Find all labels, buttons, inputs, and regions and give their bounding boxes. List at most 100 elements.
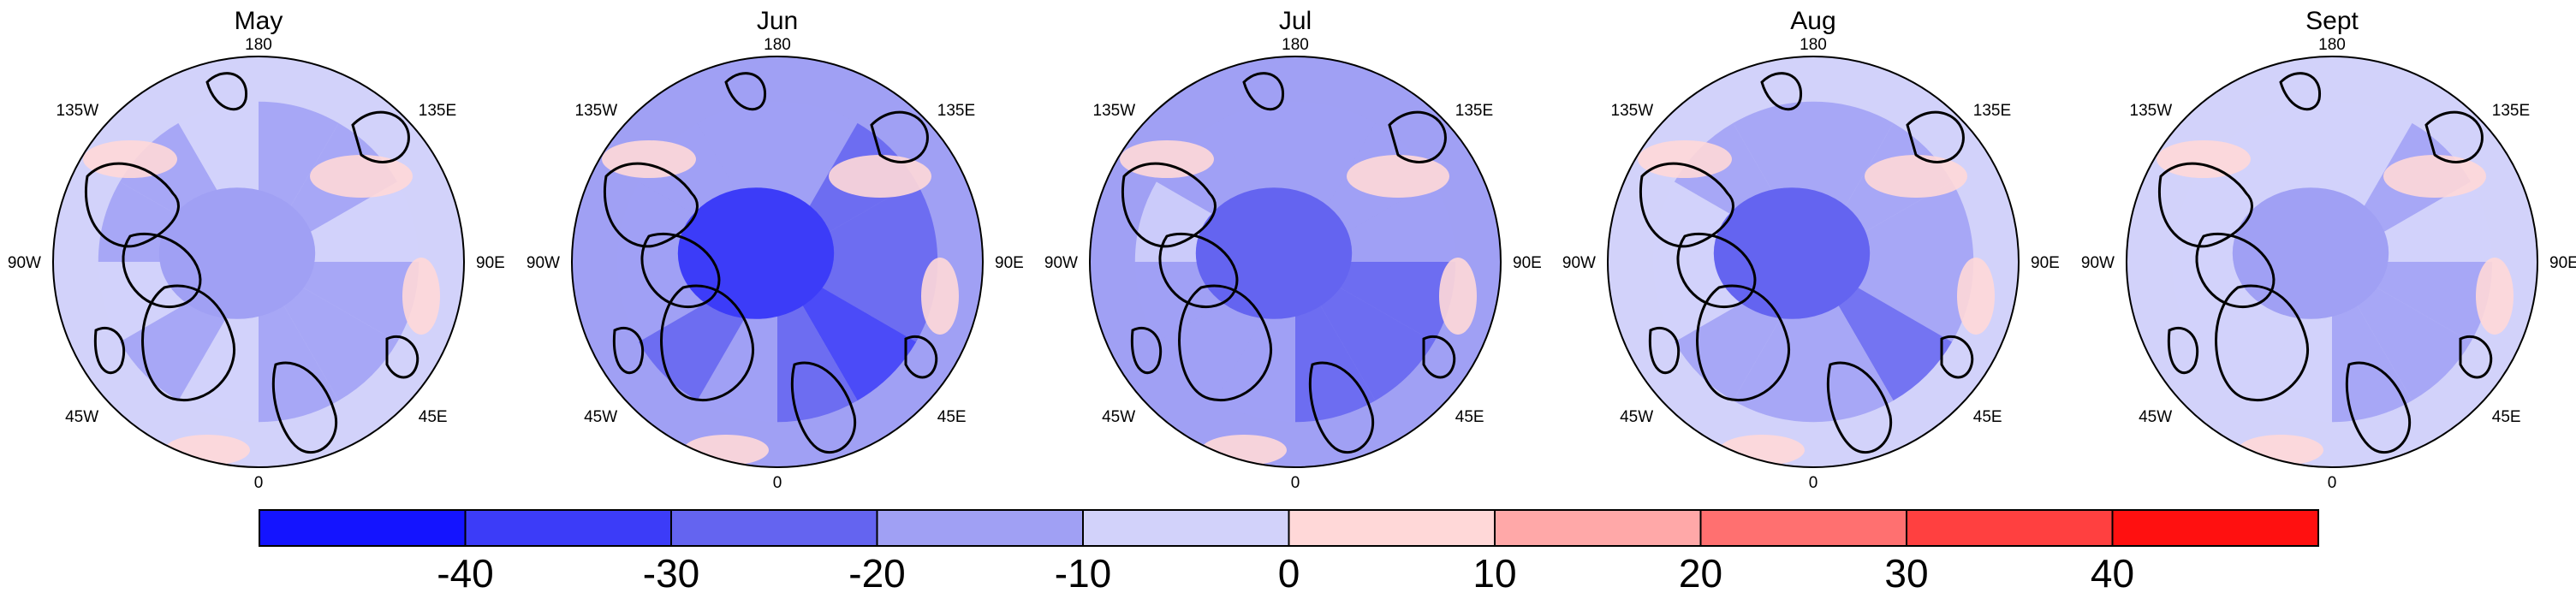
colorbar-tick-label: 40 bbox=[2091, 551, 2134, 593]
anomaly-field bbox=[2127, 56, 2537, 467]
anomaly-field bbox=[572, 56, 983, 467]
colorbar-box bbox=[464, 509, 672, 547]
longitude-label-bottom-left: 45W bbox=[584, 408, 617, 426]
coastline bbox=[1639, 162, 1734, 248]
coastline bbox=[1130, 326, 1163, 375]
colorbar-box bbox=[876, 509, 1084, 547]
colorbar-box bbox=[670, 509, 878, 547]
coastline bbox=[1940, 335, 1974, 379]
colorbar-tick-label: 20 bbox=[1679, 551, 1722, 593]
longitude-label-top: 180 bbox=[2318, 36, 2346, 54]
longitude-label-bottom-left: 45W bbox=[65, 408, 98, 426]
coastline bbox=[351, 110, 410, 163]
longitude-label-left: 90W bbox=[1562, 254, 1596, 272]
colorbar-tick-label: 10 bbox=[1472, 551, 1516, 593]
colorbar-tick-label: -40 bbox=[437, 551, 493, 593]
coastline bbox=[640, 232, 721, 309]
anomaly-core bbox=[1713, 187, 1871, 319]
anomaly-field bbox=[1090, 56, 1501, 467]
longitude-label-top-left: 135W bbox=[2130, 102, 2173, 120]
panel-title: May bbox=[235, 7, 283, 35]
longitude-label-top-right: 135E bbox=[2492, 102, 2530, 120]
anomaly-field bbox=[53, 56, 464, 467]
colorbar-box bbox=[259, 509, 467, 547]
coastline bbox=[2167, 326, 2199, 375]
longitude-label-bottom-right: 45E bbox=[419, 408, 448, 426]
coastline bbox=[612, 326, 645, 375]
colorbar-tick-label: -20 bbox=[848, 551, 905, 593]
longitude-label-bottom: 0 bbox=[254, 474, 264, 492]
coastlines bbox=[85, 72, 419, 454]
colorbar-tick-label: -10 bbox=[1055, 551, 1111, 593]
panel-title: Sept bbox=[2305, 7, 2359, 35]
coastline bbox=[1760, 72, 1802, 111]
longitude-label-bottom: 0 bbox=[1809, 474, 1818, 492]
longitude-label-top: 180 bbox=[1800, 36, 1827, 54]
longitude-label-bottom-right: 45E bbox=[937, 408, 967, 426]
coastline bbox=[1696, 284, 1790, 401]
coastline bbox=[271, 361, 338, 454]
positive-anomaly-patch bbox=[1865, 155, 1967, 198]
panel-title: Aug bbox=[1790, 7, 1835, 35]
coastline bbox=[2215, 284, 2309, 401]
coastline bbox=[1121, 162, 1217, 248]
positive-anomaly-patch bbox=[829, 155, 931, 198]
longitude-label-bottom: 0 bbox=[2328, 474, 2337, 492]
coastline bbox=[122, 232, 202, 309]
coastline bbox=[2158, 162, 2253, 248]
map-boundary bbox=[52, 56, 465, 468]
coastlines bbox=[2158, 72, 2493, 454]
longitude-label-bottom-left: 45W bbox=[1102, 408, 1135, 426]
colorbar-tick-label: -30 bbox=[643, 551, 699, 593]
longitude-label-right: 90E bbox=[476, 254, 505, 272]
coastline bbox=[2345, 361, 2412, 454]
longitude-label-top: 180 bbox=[764, 36, 791, 54]
coastline bbox=[2279, 72, 2321, 111]
colorbar-box bbox=[1288, 509, 1496, 547]
coastline bbox=[141, 284, 235, 401]
longitude-label-top-right: 135E bbox=[1973, 102, 2011, 120]
colorbar-box bbox=[1082, 509, 1290, 547]
coastline bbox=[1158, 232, 1239, 309]
colorbar-boxes bbox=[259, 509, 2319, 547]
map-boundary bbox=[1607, 56, 2020, 468]
positive-anomaly-patch bbox=[1638, 140, 1732, 178]
map-boundary bbox=[2126, 56, 2538, 468]
coastline bbox=[1826, 361, 1893, 454]
positive-anomaly-patch bbox=[1120, 140, 1214, 178]
longitude-label-bottom-left: 45W bbox=[2139, 408, 2172, 426]
coastline bbox=[2195, 232, 2276, 309]
longitude-label-bottom-right: 45E bbox=[1455, 408, 1484, 426]
coastline bbox=[904, 335, 938, 379]
colorbar-tick-label: 0 bbox=[1278, 551, 1300, 593]
positive-anomaly-patch bbox=[2157, 140, 2251, 178]
longitude-label-top-right: 135E bbox=[937, 102, 975, 120]
coastline bbox=[2424, 110, 2484, 163]
coastline bbox=[1308, 361, 1375, 454]
panel-title: Jul bbox=[1279, 7, 1312, 35]
coastline bbox=[660, 284, 754, 401]
anomaly-core bbox=[2232, 187, 2389, 319]
coastline bbox=[93, 326, 126, 375]
longitude-label-bottom-right: 45E bbox=[1973, 408, 2002, 426]
anomaly-core bbox=[677, 187, 835, 319]
coastline bbox=[1422, 335, 1456, 379]
map-panels: May180135E90E45E045W90W135WJun180135E90E… bbox=[8, 7, 2576, 492]
colorbar-tick-label: 30 bbox=[1884, 551, 1928, 593]
coastline bbox=[1388, 110, 1447, 163]
longitude-label-right: 90E bbox=[2549, 254, 2576, 272]
colorbar-box bbox=[1494, 509, 1702, 547]
coastline bbox=[604, 162, 699, 248]
positive-anomaly-patch bbox=[1439, 258, 1477, 335]
longitude-label-top-left: 135W bbox=[1093, 102, 1136, 120]
longitude-label-top: 180 bbox=[1282, 36, 1309, 54]
positive-anomaly-patch bbox=[310, 155, 413, 198]
colorbar: -40 -30 -20 -10 0 10 20 30 40 bbox=[259, 509, 2319, 593]
positive-anomaly-patch bbox=[2383, 155, 2486, 198]
longitude-label-top: 180 bbox=[245, 36, 272, 54]
longitude-label-left: 90W bbox=[8, 254, 41, 272]
longitude-label-right: 90E bbox=[2031, 254, 2060, 272]
